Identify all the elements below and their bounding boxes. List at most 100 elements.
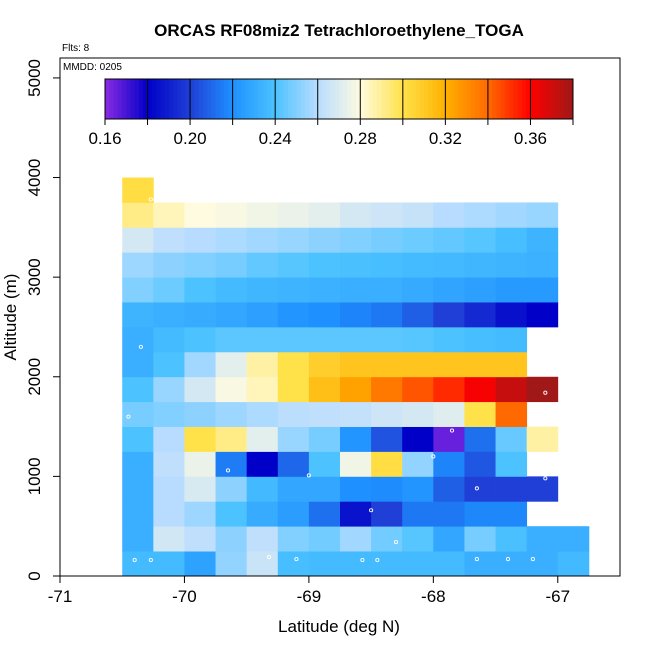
colorbar-segment	[304, 79, 310, 119]
colorbar-segment	[232, 79, 238, 119]
heatmap-cell	[122, 426, 154, 452]
colorbar-segment	[147, 79, 153, 119]
x-axis: -71 -70 -69 -68 -67	[48, 576, 570, 606]
heatmap-cell	[184, 351, 216, 378]
heatmap-cell	[215, 227, 248, 253]
heatmap-cell	[340, 326, 372, 353]
heatmap-cell	[153, 376, 185, 403]
y-tick-label: 1000	[25, 457, 44, 495]
heatmap-cell	[246, 302, 279, 328]
heatmap-cell	[308, 202, 341, 228]
colorbar-segment	[428, 79, 434, 119]
heatmap-cell	[526, 227, 559, 253]
colorbar-segment	[253, 79, 259, 119]
heatmap-cell	[308, 401, 341, 427]
colorbar-segment	[164, 79, 170, 119]
colorbar-segment	[462, 79, 468, 119]
heatmap-cell	[277, 376, 310, 403]
flights-count: Flts: 8	[62, 43, 90, 54]
heatmap-cell	[371, 451, 403, 477]
colorbar-segment	[245, 79, 251, 119]
colorbar-segment	[351, 79, 357, 119]
colorbar-segment	[521, 79, 527, 119]
heatmap-cell	[153, 451, 185, 477]
heatmap-cell	[122, 551, 154, 576]
heatmap-cell	[308, 302, 341, 328]
colorbar-segment	[445, 79, 451, 119]
heatmap-cell	[340, 426, 372, 452]
colorbar-segment	[194, 79, 200, 119]
heatmap-cell	[153, 302, 185, 328]
heatmap-cell	[371, 376, 403, 403]
colorbar-segment	[496, 79, 502, 119]
colorbar-segment	[258, 79, 263, 119]
heatmap-cell	[215, 551, 248, 576]
heatmap-cell	[277, 426, 310, 452]
heatmap-cell	[464, 351, 496, 378]
heatmap-cell	[277, 227, 310, 253]
colorbar-segment	[241, 79, 246, 119]
heatmap-cell	[433, 426, 465, 452]
heatmap-cell	[402, 476, 434, 502]
colorbar-segment	[139, 79, 144, 119]
heatmap-cell	[340, 526, 372, 552]
colorbar-segment	[317, 79, 323, 119]
sample-point	[148, 197, 153, 202]
sample-point	[543, 476, 548, 481]
heatmap-cell	[122, 526, 154, 552]
colorbar-segment	[181, 79, 187, 119]
heatmap-cell	[246, 426, 279, 452]
heatmap-cell	[495, 202, 528, 228]
sample-point	[543, 390, 548, 395]
x-tick-label: -67	[545, 587, 570, 606]
colorbar-segment	[313, 79, 319, 119]
colorbar-segment	[177, 79, 183, 119]
heatmap-cell	[184, 476, 216, 502]
colorbar-tick-label: 0.32	[429, 129, 462, 148]
colorbar-segment	[394, 79, 400, 119]
heatmap-cell	[215, 501, 248, 527]
heatmap-cell	[371, 476, 403, 502]
x-tick-label: -71	[48, 587, 73, 606]
heatmap-cell	[122, 351, 154, 378]
heatmap-cell	[153, 401, 185, 427]
heatmap-cell	[340, 501, 372, 527]
heatmap-cell	[371, 302, 403, 328]
heatmap-cell	[215, 426, 248, 452]
y-tick-label: 5000	[25, 59, 44, 97]
heatmap-cell	[557, 526, 590, 552]
heatmap-cell	[246, 252, 279, 278]
heatmap-cell	[433, 351, 465, 378]
colorbar-tick-label: 0.28	[344, 129, 377, 148]
colorbar-segment	[547, 79, 553, 119]
y-axis-label: Altitude (m)	[1, 274, 20, 361]
heatmap-cell	[340, 227, 372, 253]
colorbar-segment	[385, 79, 391, 119]
heatmap-cell	[153, 526, 185, 552]
heatmap-cell	[184, 426, 216, 452]
colorbar-segment	[334, 79, 340, 119]
heatmap-cell	[433, 526, 465, 552]
heatmap-cell	[308, 227, 341, 253]
colorbar-segment	[470, 79, 476, 119]
heatmap-cell	[277, 476, 310, 502]
colorbar-segment	[283, 79, 289, 119]
heatmap-cell	[215, 252, 248, 278]
heatmap-cell	[526, 551, 559, 576]
heatmap-cell	[495, 277, 528, 303]
heatmap-cell	[277, 551, 310, 576]
heatmap-cell	[495, 227, 528, 253]
colorbar-segment	[160, 79, 166, 119]
y-tick-label: 3000	[25, 258, 44, 296]
heatmap-cell	[433, 277, 465, 303]
colorbar-segment	[551, 79, 557, 119]
colorbar-segment	[483, 79, 489, 119]
heatmap-cell	[371, 426, 403, 452]
heatmap-cell	[371, 252, 403, 278]
sample-point	[505, 557, 511, 562]
x-tick-label: -70	[172, 587, 197, 606]
heatmap-cell	[495, 526, 528, 552]
heatmap-cell	[433, 302, 465, 328]
y-tick-label: 4000	[25, 159, 44, 197]
